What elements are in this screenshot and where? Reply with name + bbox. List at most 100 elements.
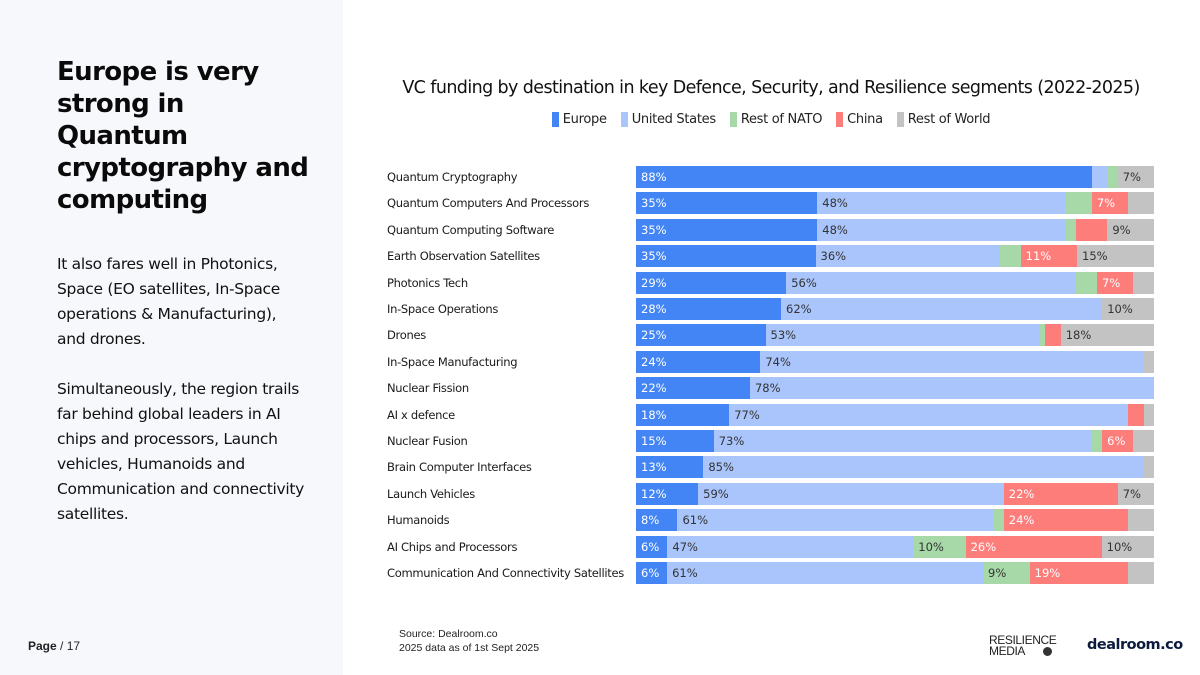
bar-segment-rest-of-nato: 9% <box>983 562 1030 584</box>
category-label: Nuclear Fission <box>387 381 469 395</box>
data-label: 36% <box>820 249 847 263</box>
page-number: Page / 17 <box>28 639 80 653</box>
category-label: Nuclear Fusion <box>387 434 468 448</box>
bar-segment-china <box>1128 404 1144 426</box>
data-label: 8% <box>641 513 660 527</box>
bar-segment-europe: 6% <box>636 536 668 558</box>
category-label: Humanoids <box>387 513 450 527</box>
bar-segment-china: 26% <box>965 536 1102 558</box>
category-label: Earth Observation Satellites <box>387 249 540 263</box>
legend-swatch <box>836 112 844 127</box>
bar-segment-rest-of-world <box>1128 192 1154 214</box>
category-label: AI Chips and Processors <box>387 540 518 554</box>
data-label: 19% <box>1034 566 1061 580</box>
bar-segment-united-states <box>1091 166 1108 188</box>
bar-segment-rest-of-nato: 10% <box>913 536 966 558</box>
data-label: 48% <box>822 223 848 237</box>
data-label: 6% <box>1107 434 1126 448</box>
bar-segment-united-states: 47% <box>667 536 914 558</box>
date-line: 2025 data as of 1st Sept 2025 <box>399 642 540 654</box>
data-label: 18% <box>1065 328 1092 342</box>
legend-label: Rest of World <box>907 112 991 127</box>
bar-segment-rest-of-world <box>1133 272 1154 294</box>
bar-segment-united-states: 48% <box>817 219 1066 241</box>
legend-item-china: China <box>836 112 883 127</box>
data-label: 24% <box>641 355 667 369</box>
bar-row: 15% 73% 6% <box>636 430 1154 452</box>
legend-swatch <box>729 112 737 127</box>
data-label: 77% <box>734 408 760 422</box>
bar-segment-rest-of-world <box>1143 404 1154 426</box>
bar-segment-united-states: 36% <box>815 245 1001 267</box>
data-label: 6% <box>641 566 660 580</box>
data-label: 7% <box>1096 196 1116 210</box>
bar-segment-united-states: 77% <box>729 404 1129 426</box>
left-panel: Europe is very strong in Quantum cryptog… <box>0 0 343 675</box>
bar-segment-rest-of-world <box>1133 430 1154 452</box>
bar-segment-china <box>1076 219 1108 241</box>
legend-item-europe: Europe <box>551 112 607 127</box>
bar-segment-rest-of-world <box>1128 509 1154 531</box>
bar-segment-europe: 28% <box>636 298 782 320</box>
legend-swatch <box>896 112 904 127</box>
bar-row: 35% 48% 7% <box>636 192 1154 214</box>
data-label: 35% <box>641 249 667 263</box>
data-label: 47% <box>672 540 698 554</box>
bar-row: 29% 56% 7% <box>636 272 1154 294</box>
bar-segment-europe: 24% <box>636 351 761 373</box>
bar-segment-europe: 35% <box>636 245 816 267</box>
legend-swatch <box>551 112 559 127</box>
data-label: 62% <box>786 302 812 316</box>
legend-item-united-states: United States <box>620 112 716 127</box>
data-label: 10% <box>1107 302 1133 316</box>
data-label: 7% <box>1102 276 1121 290</box>
data-label: 61% <box>682 513 708 527</box>
bar-segment-china: 6% <box>1102 430 1134 452</box>
data-label: 35% <box>641 196 667 210</box>
data-label: 9% <box>988 566 1007 580</box>
legend-label: United States <box>631 112 716 127</box>
data-label: 9% <box>1112 223 1131 237</box>
data-label: 73% <box>718 434 745 448</box>
data-label: 78% <box>754 381 781 395</box>
data-label: 88% <box>641 170 667 184</box>
bar-segment-europe: 29% <box>636 272 787 294</box>
category-label: Communication And Connectivity Satellite… <box>387 566 624 580</box>
page-label: Page <box>28 639 57 653</box>
bar-segment-rest-of-world: 7% <box>1117 166 1154 188</box>
logo-line-1: RESILIENCE <box>989 633 1057 647</box>
legend-item-rest-of-nato: Rest of NATO <box>729 112 823 127</box>
bar-row: 28% 62% 10% <box>636 298 1154 320</box>
legend-label: China <box>847 112 883 127</box>
data-label: 53% <box>770 328 797 342</box>
bar-segment-united-states: 78% <box>749 377 1154 399</box>
data-label: 11% <box>1025 249 1052 263</box>
bar-segment-rest-of-nato <box>1076 272 1098 294</box>
bar-segment-united-states: 62% <box>781 298 1103 320</box>
bar-segment-rest-of-world <box>1143 351 1154 373</box>
category-label: Quantum Cryptography <box>387 170 518 184</box>
data-label: 74% <box>765 355 791 369</box>
bar-segment-united-states: 56% <box>786 272 1077 294</box>
bar-segment-china: 7% <box>1091 192 1129 214</box>
legend-label: Europe <box>562 112 607 127</box>
bar-row: 24% 74% <box>636 351 1154 373</box>
category-label: In-Space Manufacturing <box>387 355 518 369</box>
data-label: 24% <box>1008 513 1035 527</box>
bar-segment-europe: 35% <box>636 219 818 241</box>
category-label: Brain Computer Interfaces <box>387 460 532 474</box>
legend-label: Rest of NATO <box>740 112 823 127</box>
bar-row: 8% 61% 24% <box>636 509 1154 531</box>
stacked-bar-chart: 88% 7% 35% 48% 7% 35% 48% 9% 35% 36% 11% 15% 29% 56% 7… <box>636 166 1154 586</box>
bar-segment-rest-of-world: 15% <box>1077 245 1154 267</box>
data-label: 29% <box>641 276 667 290</box>
bar-segment-europe: 35% <box>636 192 818 214</box>
data-label: 25% <box>641 328 667 342</box>
bar-segment-europe: 25% <box>636 324 766 346</box>
data-label: 22% <box>641 381 667 395</box>
bar-segment-china <box>1045 324 1061 346</box>
bar-segment-rest-of-nato <box>1065 192 1092 214</box>
bar-row: 22% 78% <box>636 377 1154 399</box>
data-label: 10% <box>918 540 944 554</box>
bar-segment-united-states: 59% <box>698 483 1004 505</box>
